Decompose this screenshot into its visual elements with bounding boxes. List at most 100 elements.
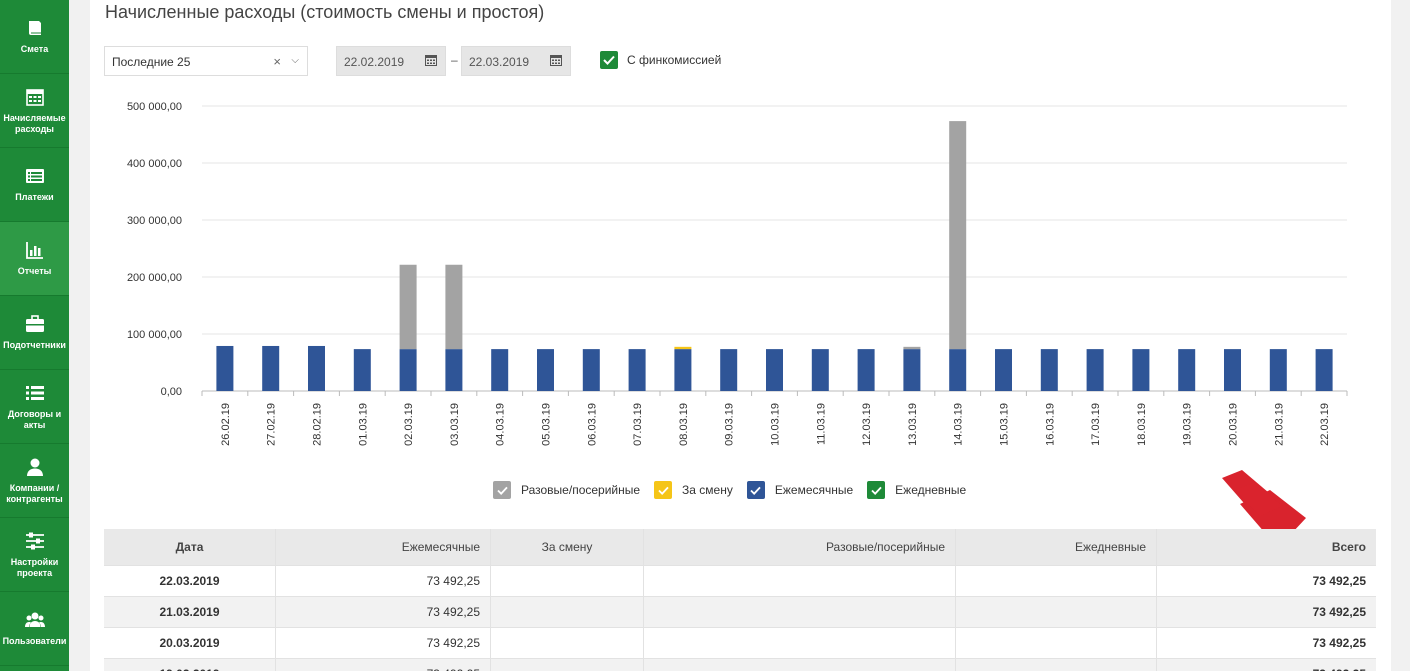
sidebar-item-7[interactable]: Компании / контрагенты (0, 444, 69, 518)
column-header[interactable]: Всего (1331, 540, 1366, 554)
bar-segment (628, 349, 646, 391)
bar-segment (1178, 349, 1196, 391)
table-cell (491, 597, 644, 627)
clear-icon[interactable]: × (273, 54, 281, 69)
table-cell: 73 492,25 (1312, 605, 1366, 619)
sidebar-item-8[interactable]: Настройки проекта (0, 518, 69, 592)
period-select[interactable]: Последние 25 × ⌵ (104, 46, 308, 76)
sidebar-item-5[interactable]: Подотчетники (0, 296, 69, 370)
bar-segment (857, 349, 875, 391)
table-cell (956, 597, 1157, 627)
bar-segment (949, 121, 967, 350)
check-icon[interactable] (746, 481, 765, 499)
accrued-expenses-chart: 0,00 100 000,00 200 000,00 300 000,00 400 00… (127, 101, 1348, 446)
sidebar: Смета Начисляемые расходы Платежи Отчеты Под… (0, 0, 69, 671)
sidebar-item-6[interactable]: Договоры и акты (0, 370, 69, 444)
bar-segment (1315, 349, 1333, 391)
briefcase-icon (25, 314, 45, 340)
y-tick-label: 300 000,00 (127, 215, 182, 227)
column-header[interactable]: За смену (491, 529, 644, 565)
bar-segment (445, 264, 463, 350)
column-header[interactable]: Разовые/посерийные (644, 529, 956, 565)
legend-item[interactable]: За смену (654, 481, 733, 499)
table-row[interactable]: 20.03.2019 73 492,25 73 492,25 (104, 628, 1376, 659)
commission-label: С финкомиссией (627, 53, 722, 67)
table-cell: 73 492,25 (1312, 574, 1366, 588)
sidebar-item-9[interactable]: Пользователи (0, 592, 69, 666)
x-tick-label: 07.03.19 (632, 403, 644, 446)
sidebar-item-2[interactable]: Начисляемые расходы (0, 74, 69, 148)
column-header[interactable]: Ежемесячные (276, 529, 491, 565)
calendar-icon[interactable] (550, 54, 562, 66)
bar-segment (1086, 349, 1104, 391)
y-tick-label: 500 000,00 (127, 101, 182, 113)
bar-segment (674, 346, 692, 350)
x-tick-label: 14.03.19 (953, 403, 965, 446)
legend-label: Ежемесячные (774, 483, 854, 497)
check-icon[interactable] (867, 481, 886, 499)
table-row[interactable]: 22.03.2019 73 492,25 73 492,25 (104, 566, 1376, 597)
table-cell: 19.03.2019 (104, 659, 276, 671)
sidebar-item-4[interactable]: Отчеты (0, 222, 69, 296)
table-header: Дата Ежемесячные За смену Разовые/посерийны… (104, 529, 1376, 566)
y-tick-label: 200 000,00 (127, 272, 182, 284)
legend-item[interactable]: Ежедневные (867, 481, 966, 499)
x-tick-label: 01.03.19 (357, 403, 369, 446)
table-cell (491, 659, 644, 671)
bar-segment (766, 349, 783, 391)
date-from-input[interactable]: 22.02.2019 (336, 46, 446, 76)
column-header[interactable]: Дата (104, 529, 276, 565)
bar-segment (1224, 349, 1241, 391)
x-tick-label: 09.03.19 (724, 403, 736, 446)
table-cell (644, 628, 956, 658)
period-select-value: Последние 25 (112, 55, 191, 69)
calendar-icon[interactable] (425, 54, 437, 66)
x-tick-label: 16.03.19 (1044, 403, 1056, 446)
x-tick-label: 26.02.19 (220, 403, 232, 446)
bar-segment (1269, 349, 1287, 391)
bar-segment (537, 349, 554, 391)
calendar-icon (25, 87, 45, 113)
table-row[interactable]: 21.03.2019 73 492,25 73 492,25 (104, 597, 1376, 628)
expenses-table: Дата Ежемесячные За смену Разовые/посерийны… (104, 529, 1376, 671)
check-icon[interactable] (600, 51, 618, 69)
x-tick-label: 27.02.19 (266, 403, 278, 446)
x-tick-label: 13.03.19 (907, 403, 919, 446)
column-header[interactable]: Ежедневные (956, 529, 1157, 565)
bar-segment (399, 264, 417, 350)
date-separator: – (451, 53, 458, 67)
check-icon[interactable] (493, 481, 511, 499)
x-tick-label: 06.03.19 (586, 403, 598, 446)
sidebar-item-label: Компании / контрагенты (6, 482, 63, 504)
commission-checkbox[interactable]: С финкомиссией (600, 51, 721, 69)
sidebar-item-label: Настройки проекта (10, 556, 59, 578)
chevron-down-icon[interactable]: ⌵ (291, 55, 299, 66)
sidebar-item-label: Договоры и акты (7, 408, 62, 430)
date-to-value: 22.03.2019 (469, 55, 530, 69)
x-tick-label: 15.03.19 (999, 403, 1011, 446)
table-cell: 73 492,25 (1312, 636, 1366, 650)
sidebar-item-3[interactable]: Платежи (0, 148, 69, 222)
table-cell: 73 492,25 (276, 566, 491, 596)
x-tick-label: 08.03.19 (678, 403, 690, 446)
sidebar-item-1[interactable]: Смета (0, 0, 69, 74)
x-tick-label: 05.03.19 (541, 403, 553, 446)
date-to-input[interactable]: 22.03.2019 (461, 46, 571, 76)
sidebar-item-label: Подотчетники (3, 340, 66, 350)
table-cell: 73 492,25 (1157, 659, 1376, 671)
bar-chart-icon (25, 240, 45, 266)
table-cell: 22.03.2019 (104, 566, 276, 596)
bar-segment (1040, 349, 1058, 391)
y-tick-label: 100 000,00 (127, 329, 182, 341)
legend-item[interactable]: Ежемесячные (746, 481, 854, 499)
x-tick-label: 28.02.19 (312, 403, 324, 446)
bar-segment (262, 345, 280, 391)
check-icon[interactable] (654, 481, 673, 499)
sidebar-item-label: Платежи (15, 192, 54, 202)
sidebar-item-label: Начисляемые расходы (3, 112, 66, 134)
table-cell: 73 492,25 (276, 628, 491, 658)
sliders-icon (25, 531, 45, 557)
legend-item[interactable]: Разовые/посерийные (493, 481, 640, 499)
x-tick-label: 20.03.19 (1228, 403, 1240, 446)
